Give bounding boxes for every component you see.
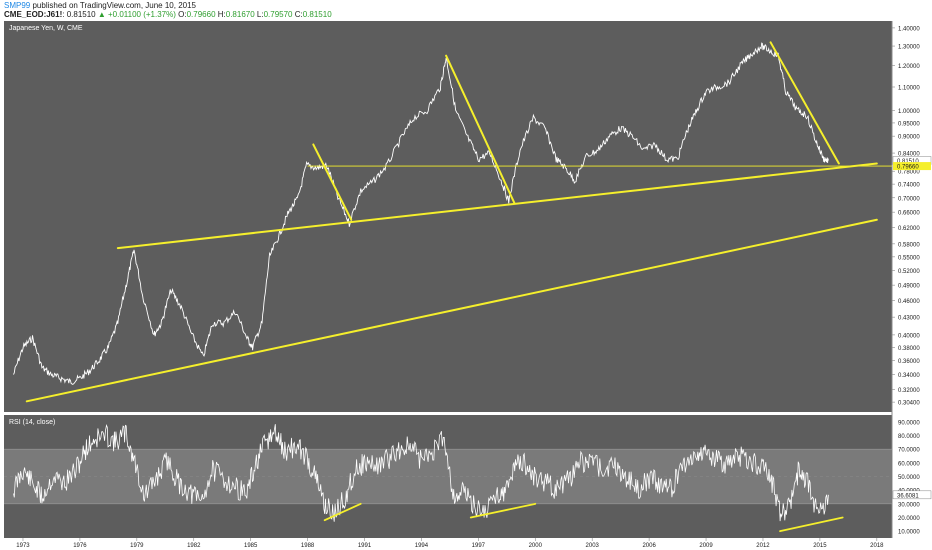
- price-tick-label: 0.58000: [898, 242, 920, 248]
- price-tick-label: 0.46000: [898, 299, 920, 305]
- price-tick-label: 0.30400: [898, 401, 920, 407]
- close-label: C:: [294, 10, 303, 19]
- price-tick-label: 0.32000: [898, 388, 920, 394]
- rsi-tick-label: 80.0000: [898, 434, 920, 440]
- time-tick-label: 2000: [529, 543, 543, 549]
- rsi-tick-label: 30.0000: [898, 502, 920, 508]
- grid-lines: [4, 448, 892, 505]
- price-tick-label: 0.49000: [898, 284, 920, 290]
- time-tick-label: 1994: [415, 543, 429, 549]
- price-tick-label: 1.30000: [898, 45, 920, 51]
- rsi-value-tag-label: 36.6081: [897, 493, 919, 499]
- price-tick-label: 1.00000: [898, 109, 920, 115]
- time-tick-label: 1991: [358, 543, 372, 549]
- rsi-tick-label: 60.0000: [898, 461, 920, 467]
- rsi-tick-label: 20.0000: [898, 516, 920, 522]
- high-value: 0.81670: [225, 10, 255, 19]
- price-tick-label: 0.52000: [898, 269, 920, 275]
- low-label: L:: [256, 10, 264, 19]
- rsi-y-axis[interactable]: 90.000080.000070.000060.000050.000040.00…: [898, 420, 920, 535]
- time-tick-label: 1976: [73, 543, 87, 549]
- publish-line: SMP99 published on TradingView.com, June…: [4, 1, 196, 10]
- trendlines[interactable]: [25, 41, 878, 403]
- author-link[interactable]: SMP99: [4, 1, 31, 10]
- close-value: 0.81510: [302, 10, 332, 19]
- trendline: [445, 54, 516, 205]
- price-tick-label: 1.40000: [898, 26, 920, 32]
- price-tick-label: 0.66000: [898, 211, 920, 217]
- rsi-pane-title: RSI (14, close): [9, 419, 55, 426]
- price-series-line: [13, 42, 829, 385]
- price-change: ▲ +0.01100 (+1.37%): [97, 10, 176, 19]
- time-tick-label: 2012: [756, 543, 770, 549]
- price-tick-label: 1.20000: [898, 64, 920, 70]
- low-value: 0.79570: [263, 10, 293, 19]
- time-tick-label: 1982: [187, 543, 201, 549]
- price-tick-label: 0.62000: [898, 226, 920, 232]
- price-pane[interactable]: [4, 21, 892, 412]
- rsi-tick-label: 90.0000: [898, 420, 920, 426]
- price-tick-label: 0.36000: [898, 359, 920, 365]
- price-tick-label: 0.74000: [898, 183, 920, 189]
- price-tick-label: 0.34000: [898, 373, 920, 379]
- last-price-tag-label: 0.81510: [897, 159, 919, 165]
- time-tick-label: 2009: [699, 543, 713, 549]
- published-text: published on TradingView.com, June 10, 2…: [32, 1, 196, 10]
- price-tick-label: 1.10000: [898, 85, 920, 91]
- price-tick-label: 0.55000: [898, 255, 920, 261]
- rsi-tick-label: 50.0000: [898, 475, 920, 481]
- symbol-label[interactable]: CME_EOD:J61!: [4, 10, 63, 19]
- time-tick-label: 2015: [813, 543, 827, 549]
- level-price-tag: [893, 162, 931, 171]
- rsi-trendlines[interactable]: [323, 502, 844, 533]
- time-tick-label: 1985: [244, 543, 258, 549]
- price-y-axis[interactable]: 1.40000 1.30000 1.20000 1.10000 1.00000 0.950…: [892, 26, 920, 407]
- chart-header: SMP99 published on TradingView.com, June…: [0, 0, 932, 20]
- ohlc-line: CME_EOD:J61!: 0.81510 ▲ +0.01100 (+1.37%…: [4, 10, 332, 19]
- rsi-tick-label: 10.0000: [898, 530, 920, 536]
- level-price-tag-label: 0.79660: [897, 165, 919, 171]
- rsi-trendline: [779, 516, 844, 533]
- price-tick-label: 0.70000: [898, 196, 920, 202]
- time-tick-label: 1979: [130, 543, 144, 549]
- price-tick-label: 0.43000: [898, 316, 920, 322]
- price-pane-title: Japanese Yen, W, CME: [9, 25, 83, 32]
- rsi-value-tag: [892, 490, 932, 500]
- time-tick-label: 2006: [642, 543, 656, 549]
- time-tick-label: 2003: [586, 543, 600, 549]
- price-tick-label: 0.40000: [898, 333, 920, 339]
- time-tick-label: 1988: [301, 543, 315, 549]
- trendline: [25, 218, 878, 403]
- time-tick-label: 1973: [16, 543, 30, 549]
- price-tick-label: 0.38000: [898, 346, 920, 352]
- high-label: H:: [217, 10, 226, 19]
- rsi-trendline: [323, 502, 362, 522]
- trendline: [769, 41, 840, 165]
- price-tick-label: 0.95000: [898, 121, 920, 127]
- time-x-axis[interactable]: 1973 1976 1979 1982 1985 1988 1991 1994 1997 2000…: [16, 538, 884, 549]
- rsi-series-line: [13, 424, 829, 522]
- price-tick-label: 0.84000: [898, 152, 920, 158]
- rsi-trendline: [469, 502, 537, 519]
- time-tick-label: 1997: [472, 543, 486, 549]
- time-tick-label: 2018: [870, 543, 884, 549]
- trendline: [312, 143, 353, 221]
- open-value: 0.79660: [186, 10, 216, 19]
- open-label: O:: [178, 10, 187, 19]
- price-tick-label: 0.90000: [898, 135, 920, 141]
- price-tick-label: 0.78000: [898, 170, 920, 176]
- rsi-tick-label: 70.0000: [898, 448, 920, 454]
- last-price: 0.81510: [66, 10, 96, 19]
- trendline: [116, 162, 878, 250]
